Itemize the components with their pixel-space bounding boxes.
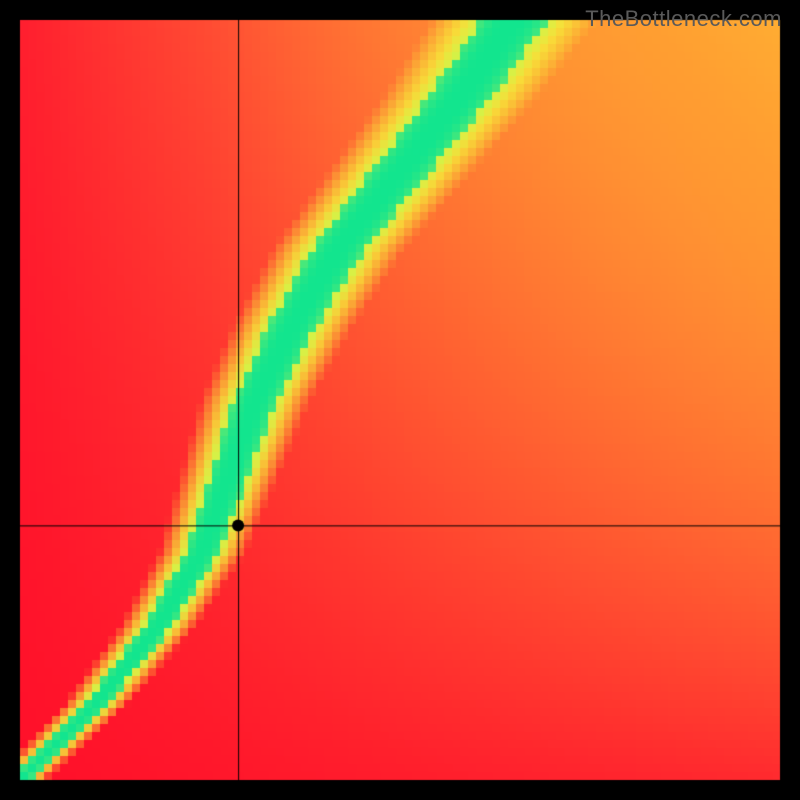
chart-container: TheBottleneck.com [0,0,800,800]
heatmap-canvas [0,0,800,800]
watermark-text: TheBottleneck.com [585,6,782,32]
